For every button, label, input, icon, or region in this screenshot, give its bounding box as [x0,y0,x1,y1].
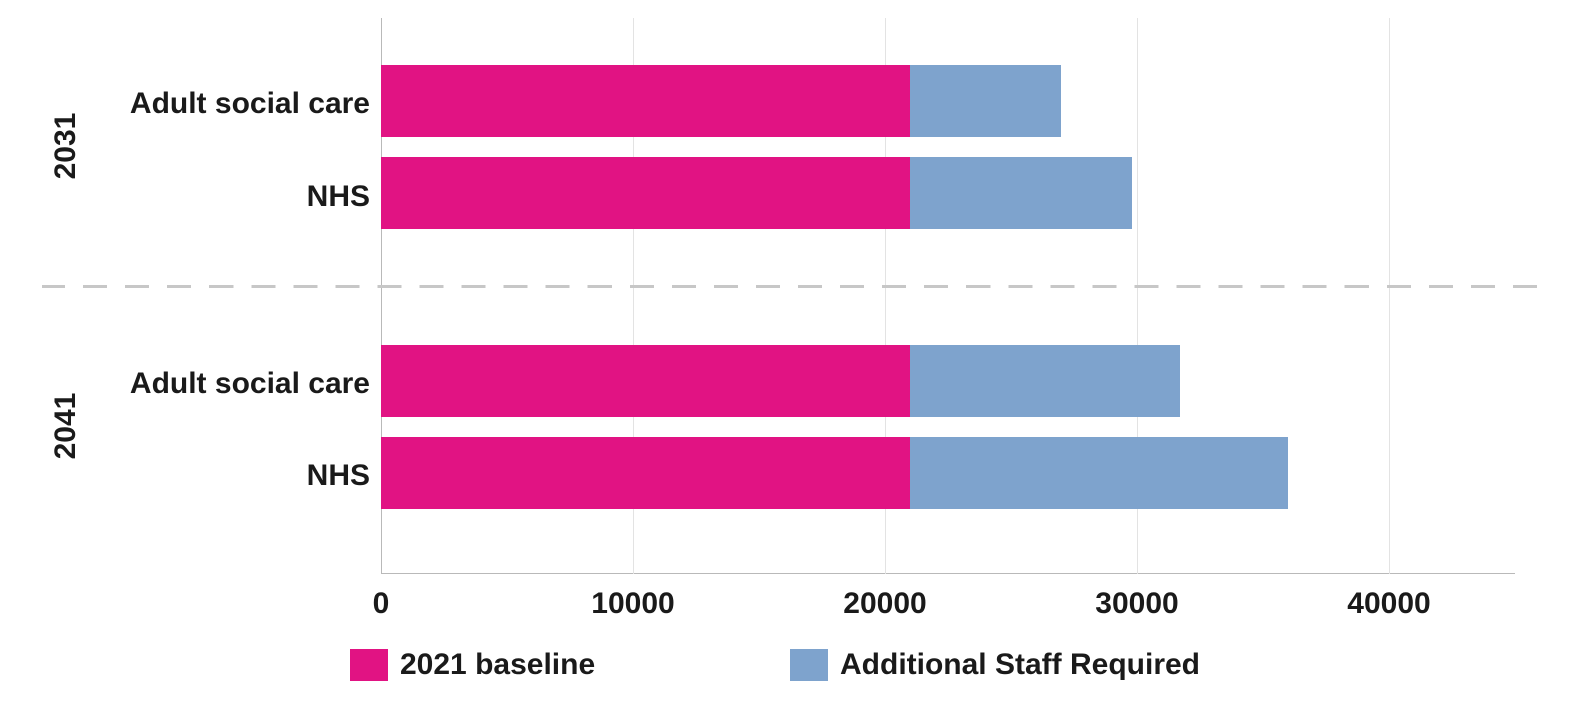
category-label: NHS [307,180,370,214]
staff-projection-chart: 0 10000 20000 30000 40000 2031 Adult social ca… [0,0,1570,710]
x-tick-label: 30000 [1095,587,1178,621]
legend-label: Additional Staff Required [840,648,1200,682]
legend-swatch [790,649,828,681]
bar-segment-baseline [381,65,910,137]
legend-label: 2021 baseline [400,648,595,682]
bar-segment-additional [910,345,1180,417]
category-label: NHS [307,459,370,493]
category-label: Adult social care [130,367,370,401]
bar-segment-baseline [381,345,910,417]
bar-segment-additional [910,157,1132,229]
year-group-label: 2031 [49,113,83,180]
year-group-label: 2041 [49,393,83,460]
x-gridline [1389,18,1390,574]
bar-segment-baseline [381,437,910,509]
x-tick-label: 0 [373,587,390,621]
bar-segment-additional [910,437,1288,509]
group-divider [42,285,1542,288]
category-label: Adult social care [130,87,370,121]
legend-item-baseline: 2021 baseline [350,648,595,682]
x-tick-label: 40000 [1347,587,1430,621]
bar-segment-additional [910,65,1061,137]
bar-segment-baseline [381,157,910,229]
x-tick-label: 20000 [843,587,926,621]
x-tick-label: 10000 [591,587,674,621]
legend-item-additional: Additional Staff Required [790,648,1200,682]
legend-swatch [350,649,388,681]
